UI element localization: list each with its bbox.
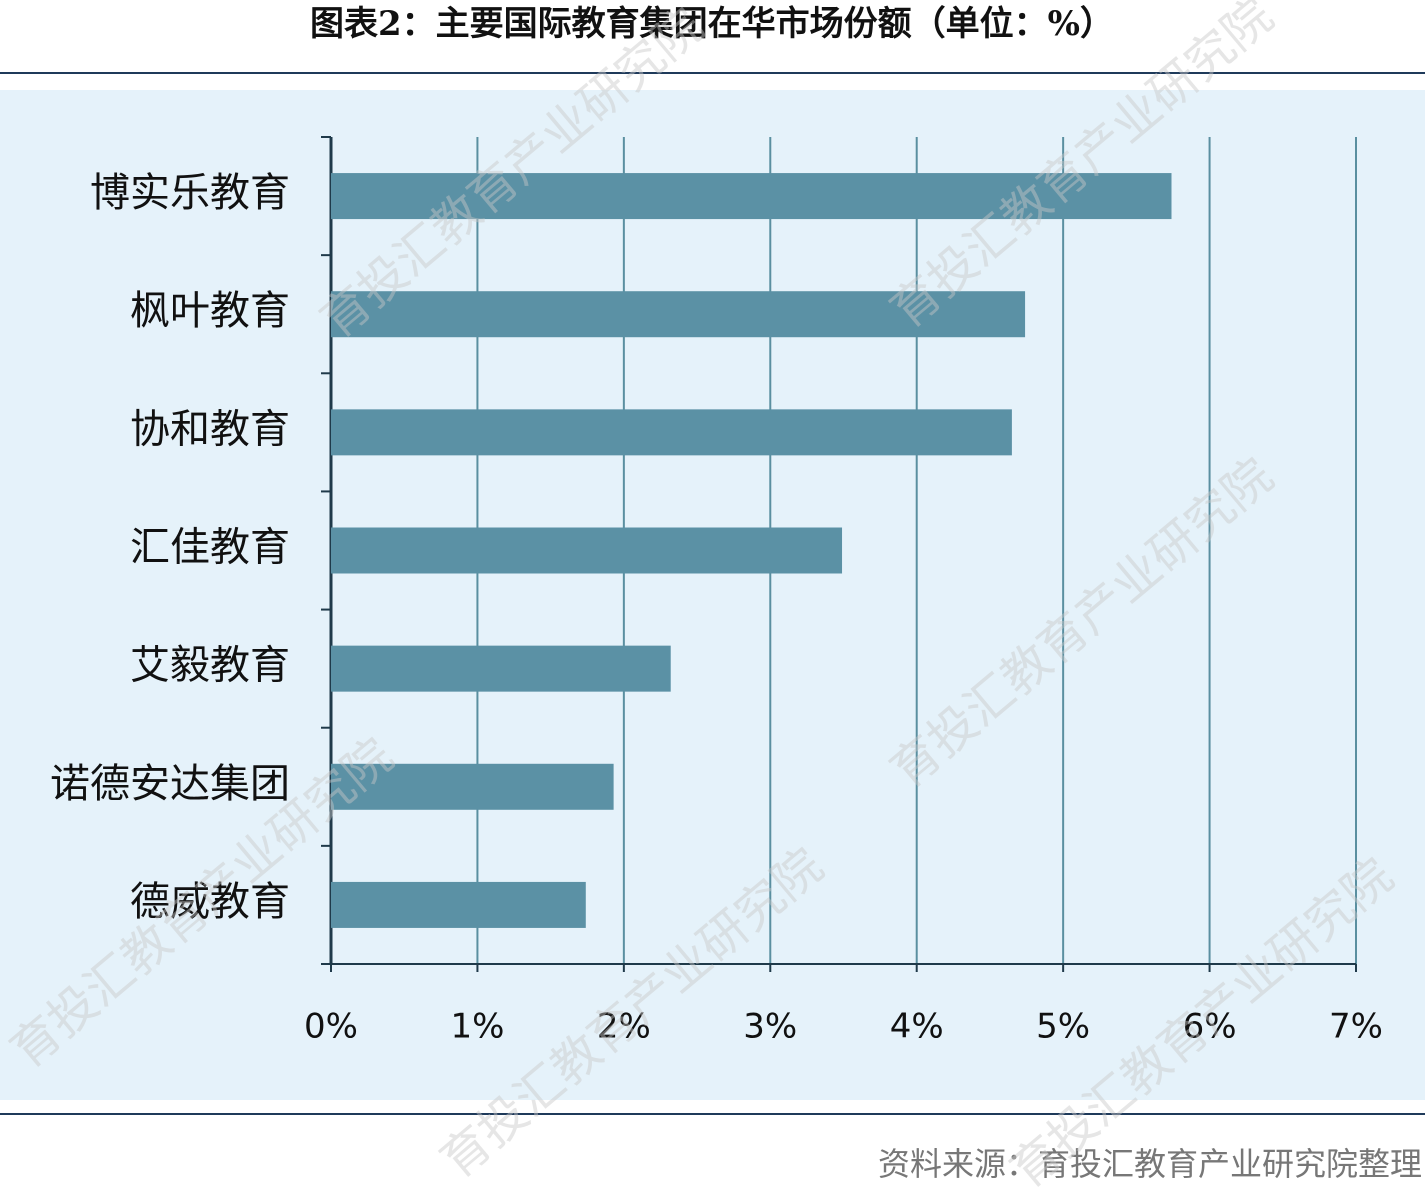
x-tick-label: 6% [1183,1007,1237,1047]
y-tick-label: 协和教育 [130,406,290,452]
x-tick-label: 2% [597,1007,651,1047]
bar [331,173,1172,220]
y-tick-label: 德威教育 [130,879,290,925]
chart-title: 图表2：主要国际教育集团在华市场份额（单位：%） [310,4,1114,44]
plot-panel [0,90,1425,1100]
y-tick-label: 艾毅教育 [130,643,290,689]
y-tick-label: 诺德安达集团 [50,761,290,807]
x-tick-label: 0% [304,1007,358,1047]
y-tick-label: 博实乐教育 [90,170,290,216]
x-tick-label: 7% [1329,1007,1383,1047]
bar [331,527,843,574]
bar [331,763,614,810]
bar [331,881,586,928]
x-tick-label: 5% [1036,1007,1090,1047]
plot-area: 0% 1% 2% 3% 4% 5% 6% 7% 博实乐教育枫叶教育协和教育汇佳教育艾毅教育诺德安… [50,136,1383,1047]
bar [331,645,671,692]
bar [331,291,1026,338]
y-tick-label: 汇佳教育 [130,525,290,571]
x-tick-label: 1% [450,1007,504,1047]
y-tick-label: 枫叶教育 [130,288,290,334]
source-note: 资料来源：育投汇教育产业研究院整理 [878,1145,1422,1183]
x-tick-label: 3% [743,1007,797,1047]
x-tick-label: 4% [890,1007,944,1047]
bar [331,409,1012,456]
